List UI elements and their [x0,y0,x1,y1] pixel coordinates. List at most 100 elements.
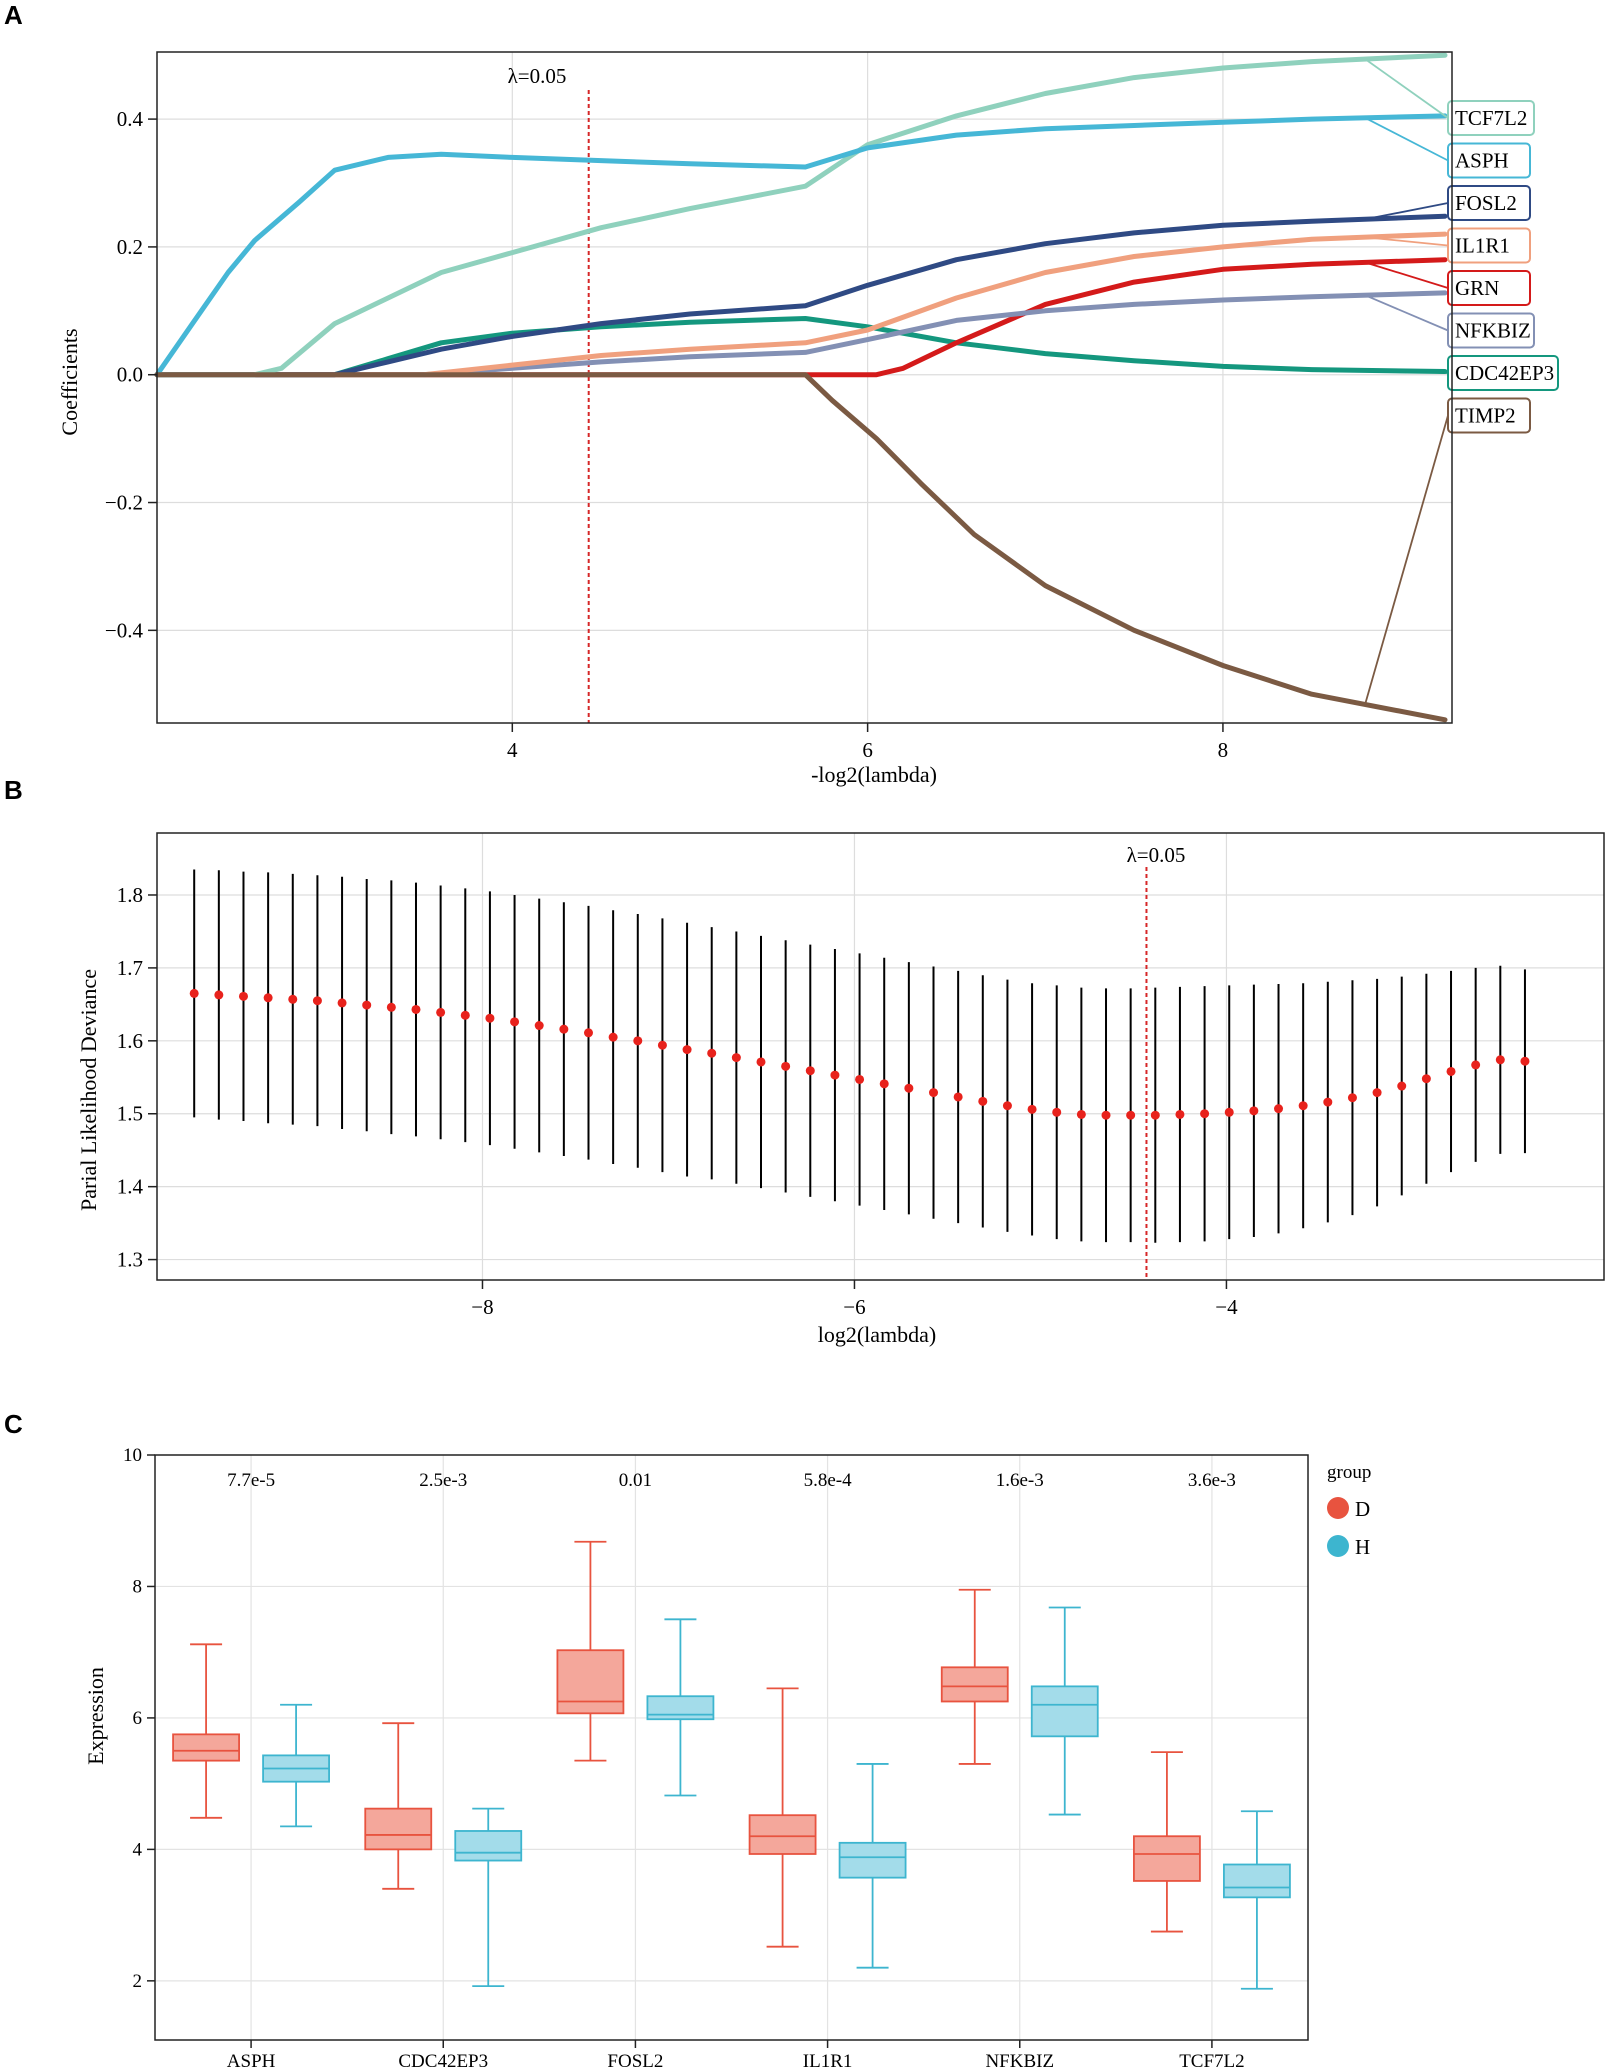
coef-path-grn [154,257,1448,378]
deviance-point [1397,1081,1407,1091]
plot-frame-b [156,832,1605,1281]
deviance-point [1323,1097,1333,1107]
y-tick-label-b: 1.4 [117,1175,144,1199]
label-box-grn [1447,270,1531,306]
legend-label-d: D [1355,1497,1370,1521]
deviance-point [781,1061,791,1071]
box-d-nfkbiz [940,1588,1009,1765]
vline-label-b: λ=0.05 [1127,843,1186,867]
category-label-il1r1: IL1R1 [803,2051,853,2068]
panel-a: A TCF7L2 ASPH FOSL2 IL1R1 GRN NFKBIZ CDC42EP3 T… [4,0,1559,787]
deviance-point [485,1013,495,1023]
box-iqr [364,1807,433,1851]
deviance-point [682,1045,692,1055]
box-d-asph [172,1643,240,1819]
deviance-point [312,996,322,1006]
deviance-point [1002,1101,1012,1111]
box-iqr [940,1666,1009,1703]
connector-nfkbiz [1364,294,1449,332]
y-tick-label-b: 1.7 [117,956,143,980]
x-tick-label-b: −8 [471,1295,493,1319]
pvalue-label: 7.7e-5 [227,1470,275,1491]
deviance-point [1052,1107,1062,1117]
box-h-asph [262,1703,330,1828]
deviance-point [707,1048,717,1058]
deviance-point [238,991,248,1001]
deviance-point [362,1000,372,1010]
vline-label-a: λ=0.05 [508,64,567,88]
deviance-point [608,1032,618,1042]
y-tick-label-b: 1.8 [117,883,143,907]
y-axis-title-b: Parial Likelihood Deviance [76,969,101,1211]
x-axis-title-b: log2(lambda) [818,1322,937,1347]
deviance-point [1274,1104,1284,1114]
y-tick-label-c: 8 [133,1576,143,1597]
deviance-point [411,1004,421,1014]
deviance-point [1471,1060,1481,1070]
x-tick-label-a: 8 [1218,738,1229,762]
deviance-point [1175,1109,1185,1119]
connector-cdc42ep3 [1365,369,1449,374]
plot-frame-c [154,1454,1309,2041]
x-axis-title-a: -log2(lambda) [811,762,937,787]
y-tick-label-a: −0.4 [105,618,144,642]
deviance-point [929,1088,939,1098]
category-label-cdc42ep3: CDC42EP3 [398,2051,488,2068]
connector-timp2 [1364,415,1449,705]
deviance-point [731,1053,741,1063]
box-iqr [838,1841,907,1879]
x-tick-label-a: 4 [507,738,518,762]
y-axis-title-c: Expression [83,1667,108,1765]
y-tick-label-a: 0.0 [117,363,143,387]
y-tick-label-c: 4 [133,1839,143,1860]
y-tick-label-a: −0.2 [105,491,143,515]
pvalue-label: 1.6e-3 [996,1470,1044,1491]
label-box-timp2 [1447,397,1531,434]
pvalue-label: 0.01 [619,1470,652,1491]
pvalue-label: 2.5e-3 [419,1470,467,1491]
legend-label-h: H [1355,1535,1370,1559]
deviance-point [879,1079,889,1089]
box-iqr [556,1649,625,1715]
deviance-point [263,993,273,1003]
deviance-point [657,1040,667,1050]
deviance-point [1298,1101,1308,1111]
deviance-point [756,1057,766,1067]
deviance-point [1150,1110,1160,1120]
label-text-fosl2: FOSL2 [1455,191,1517,215]
deviance-point [1446,1066,1456,1076]
label-box-tcf7l2 [1447,100,1535,136]
connector-il1r1 [1364,236,1449,247]
label-text-asph: ASPH [1455,149,1509,173]
box-iqr [1133,1835,1201,1882]
x-tick-label-b: −6 [843,1295,865,1319]
deviance-point [1076,1109,1086,1119]
deviance-point [559,1024,569,1034]
y-tick-label-b: 1.5 [117,1102,143,1126]
category-label-nfkbiz: NFKBIZ [985,2051,1054,2068]
legend-marker-h [1327,1535,1349,1557]
deviance-point [805,1066,815,1076]
deviance-point [189,988,199,998]
coef-path-nfkbiz [154,290,1448,378]
deviance-point [460,1010,470,1020]
deviance-point [386,1002,396,1012]
deviance-point [1101,1110,1111,1120]
coef-path-tcf7l2 [154,52,1448,378]
coef-path-asph [154,113,1448,378]
box-d-il1r1 [748,1687,817,1948]
legend-marker-d [1327,1497,1349,1519]
deviance-point [633,1036,643,1046]
deviance-point [214,990,224,1000]
deviance-point [1200,1109,1210,1119]
coef-path-fosl2 [154,213,1448,378]
deviance-point [583,1028,593,1038]
label-text-timp2: TIMP2 [1455,404,1516,428]
box-iqr [646,1695,715,1721]
box-h-fosl2 [646,1618,715,1797]
deviance-point [1126,1110,1136,1120]
box-iqr [1223,1863,1291,1899]
label-text-grn: GRN [1455,276,1499,300]
deviance-point [1520,1056,1530,1066]
y-tick-label-b: 1.3 [117,1248,143,1272]
